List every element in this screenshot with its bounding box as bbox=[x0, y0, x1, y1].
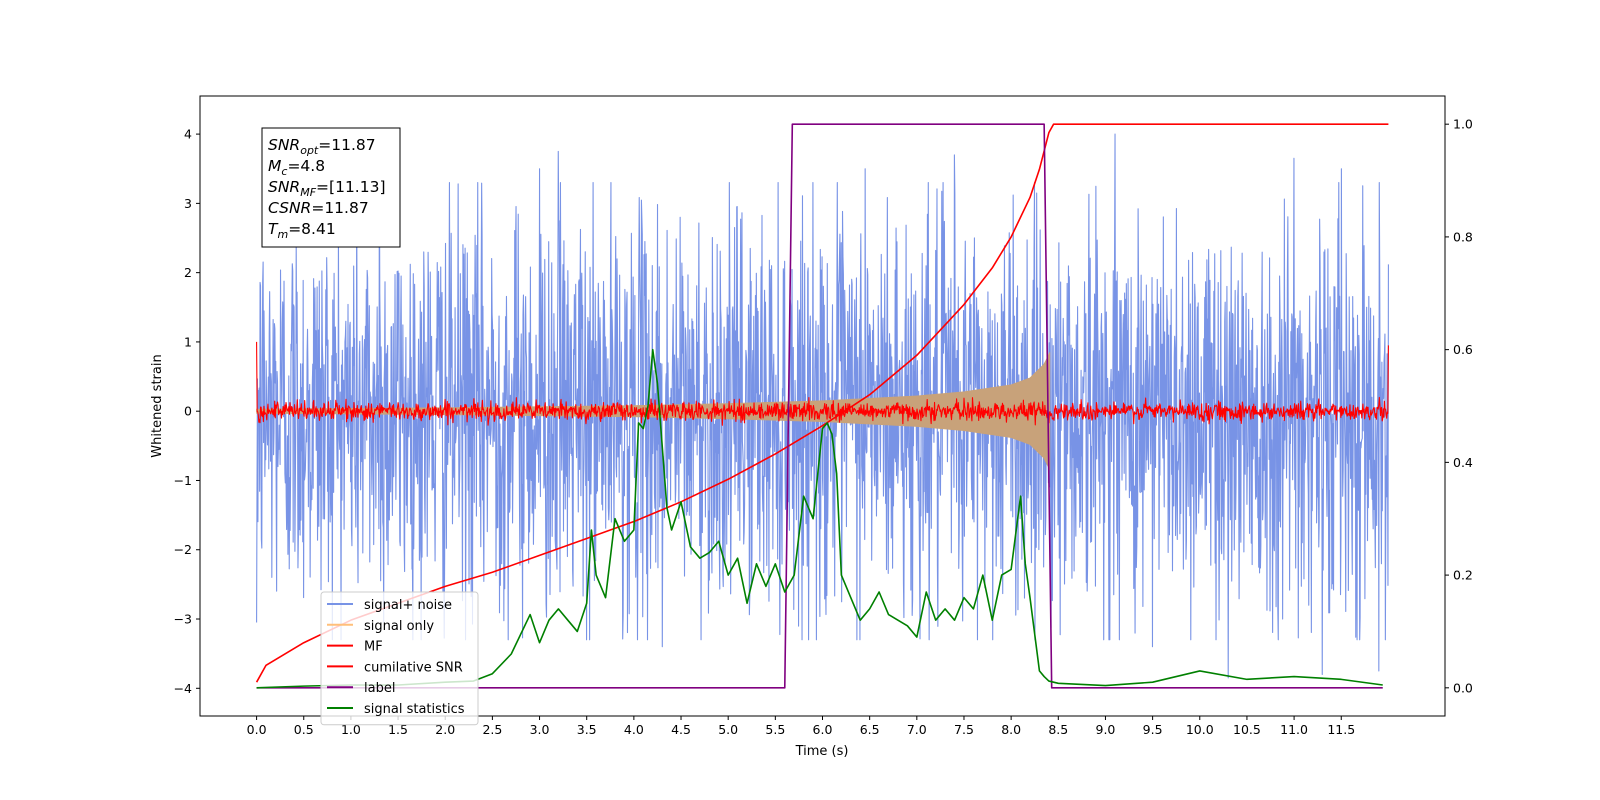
x-tick-label: 0.5 bbox=[294, 722, 314, 737]
legend-label: cumilative SNR bbox=[364, 660, 463, 675]
y2-tick-label: 0.8 bbox=[1453, 229, 1473, 244]
x-tick-label: 10.0 bbox=[1186, 722, 1214, 737]
annotation-line: Tm=8.41 bbox=[268, 220, 336, 241]
x-tick-label: 2.5 bbox=[482, 722, 502, 737]
y-tick-label: −1 bbox=[174, 473, 192, 488]
y-tick-label: 0 bbox=[184, 404, 192, 419]
x-tick-label: 6.5 bbox=[860, 722, 880, 737]
legend-label: label bbox=[364, 681, 395, 696]
x-tick-label: 9.5 bbox=[1143, 722, 1163, 737]
y-axis-right: 1.0 0.8 0.6 0.4 0.2 0.0 bbox=[1445, 117, 1473, 695]
annotation-box: SNRopt=11.87Mc=4.8SNRMF=[11.13]CSNR=11.8… bbox=[261, 127, 401, 248]
legend-label: signal+ noise bbox=[364, 598, 452, 613]
x-axis-label: Time (s) bbox=[795, 744, 849, 759]
x-tick-label: 2.0 bbox=[435, 722, 455, 737]
y-axis-label: Whitened strain bbox=[150, 354, 165, 457]
series-5-line bbox=[256, 348, 1383, 689]
y-tick-label: 2 bbox=[184, 265, 192, 280]
series-2-line bbox=[256, 341, 1389, 426]
y2-tick-label: 0.6 bbox=[1453, 342, 1473, 357]
annotation-line: CSNR=11.87 bbox=[268, 199, 369, 217]
y2-tick-label: 1.0 bbox=[1453, 117, 1473, 132]
x-tick-label: 11.0 bbox=[1280, 722, 1308, 737]
x-tick-label: 5.0 bbox=[718, 722, 738, 737]
y-tick-label: 1 bbox=[184, 334, 192, 349]
x-tick-label: 6.0 bbox=[813, 722, 833, 737]
x-tick-label: 0.0 bbox=[247, 722, 267, 737]
legend-label: signal only bbox=[364, 619, 434, 634]
y2-tick-label: 0.4 bbox=[1453, 455, 1473, 470]
y-tick-label: −2 bbox=[174, 542, 192, 557]
legend-label: MF bbox=[364, 640, 383, 655]
x-axis: 0.0 0.5 1.0 1.5 2.0 2.5 3.0 3.5 4.0 4.5 5.0 5.5 6.0 6… bbox=[247, 716, 1355, 737]
x-tick-label: 3.5 bbox=[577, 722, 597, 737]
y-tick-label: −4 bbox=[174, 681, 192, 696]
annotation-line: SNRopt=11.87 bbox=[268, 136, 376, 157]
x-tick-label: 8.5 bbox=[1048, 722, 1068, 737]
y2-tick-label: 0.0 bbox=[1453, 680, 1473, 695]
x-tick-label: 5.5 bbox=[765, 722, 785, 737]
x-tick-label: 1.0 bbox=[341, 722, 361, 737]
x-tick-label: 4.5 bbox=[671, 722, 691, 737]
annotation-frame bbox=[261, 127, 401, 248]
legend-label: signal statistics bbox=[364, 702, 465, 717]
x-tick-label: 7.0 bbox=[907, 722, 927, 737]
x-tick-label: 8.0 bbox=[1001, 722, 1021, 737]
x-tick-label: 3.0 bbox=[530, 722, 550, 737]
y-axis-left: 4 3 2 1 0 −1 −2 −3 −4 bbox=[174, 127, 200, 696]
legend-frame bbox=[320, 591, 479, 726]
series-4-line bbox=[256, 123, 1383, 689]
y-tick-label: 3 bbox=[184, 196, 192, 211]
series-0-line bbox=[256, 133, 1389, 679]
annotation-line: SNRMF=[11.13] bbox=[268, 178, 386, 199]
y2-tick-label: 0.2 bbox=[1453, 568, 1473, 583]
annotation-line: Mc=4.8 bbox=[268, 157, 325, 178]
x-tick-label: 10.5 bbox=[1233, 722, 1261, 737]
y-tick-label: 4 bbox=[184, 127, 192, 142]
x-tick-label: 9.0 bbox=[1096, 722, 1116, 737]
y-tick-label: −3 bbox=[174, 612, 192, 627]
x-tick-label: 1.5 bbox=[388, 722, 408, 737]
x-tick-label: 11.5 bbox=[1327, 722, 1355, 737]
legend: signal+ noise signal only MF cumilative SNR… bbox=[320, 591, 479, 726]
x-tick-label: 7.5 bbox=[954, 722, 974, 737]
x-tick-label: 4.0 bbox=[624, 722, 644, 737]
